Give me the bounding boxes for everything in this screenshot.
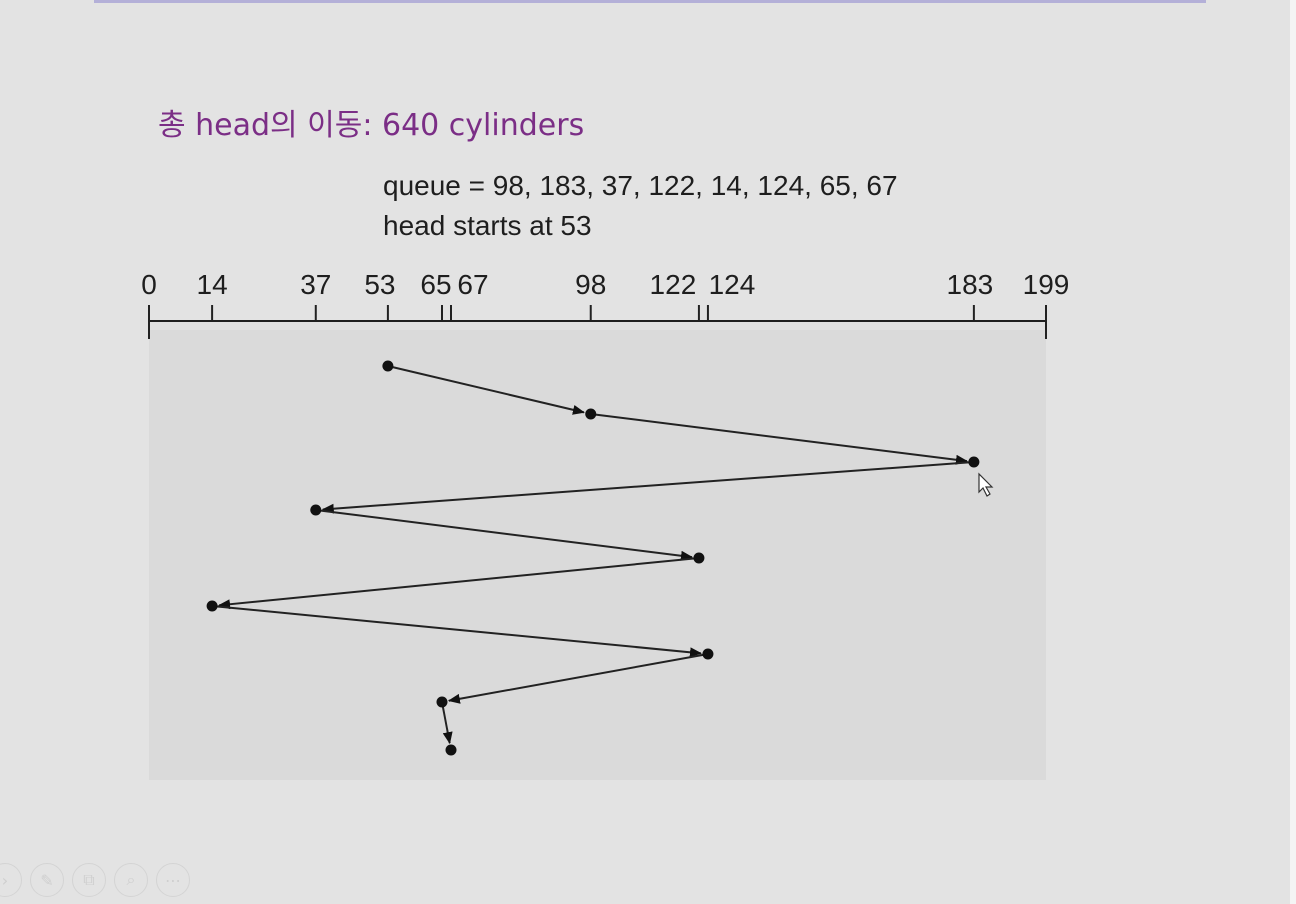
axis-tick-label-37: 37 bbox=[300, 269, 331, 300]
more-icon[interactable]: ⋯ bbox=[156, 863, 190, 897]
axis-tick-label-14: 14 bbox=[197, 269, 228, 300]
queue-line: queue = 98, 183, 37, 122, 14, 124, 65, 6… bbox=[383, 170, 898, 201]
head-move-arrow-37-to-122 bbox=[315, 509, 693, 561]
diagram-background bbox=[149, 330, 1046, 780]
head-move-arrow-183-to-37 bbox=[321, 461, 974, 514]
head-start-line: head starts at 53 bbox=[383, 210, 592, 241]
head-position-point-53 bbox=[382, 360, 394, 372]
axis-tick-label-65: 65 bbox=[420, 269, 451, 300]
head-move-arrow-14-to-124 bbox=[212, 605, 702, 658]
copy-icon[interactable]: ⧉ bbox=[72, 863, 106, 897]
mouse-cursor-icon bbox=[978, 472, 994, 497]
head-move-arrow-65-to-67 bbox=[441, 701, 453, 745]
head-position-point-183 bbox=[968, 456, 980, 468]
slide-heading: 총 head의 이동: 640 cylinders bbox=[158, 108, 585, 143]
head-move-arrow-124-to-65 bbox=[447, 653, 709, 704]
head-position-point-14 bbox=[206, 600, 218, 612]
head-move-arrow-122-to-14 bbox=[218, 557, 700, 610]
head-position-point-124 bbox=[702, 648, 714, 660]
axis-tick-label-98: 98 bbox=[575, 269, 606, 300]
head-move-arrow-98-to-183 bbox=[590, 413, 968, 465]
axis-tick-label-67: 67 bbox=[457, 269, 488, 300]
window-edge bbox=[1290, 0, 1296, 904]
head-move-arrow-53-to-98 bbox=[387, 365, 585, 415]
head-position-point-37 bbox=[310, 504, 322, 516]
zoom-icon[interactable]: ⌕ bbox=[114, 863, 148, 897]
axis-tick-label-183: 183 bbox=[947, 269, 994, 300]
axis-tick-label-199: 199 bbox=[1023, 269, 1070, 300]
pen-icon[interactable]: ✎ bbox=[30, 863, 64, 897]
head-position-point-65 bbox=[436, 696, 448, 708]
slide-top-bar bbox=[94, 0, 1206, 3]
back-icon[interactable]: › bbox=[0, 863, 22, 897]
head-position-point-67 bbox=[445, 744, 457, 756]
head-position-point-98 bbox=[585, 408, 597, 420]
axis-tick-label-53: 53 bbox=[364, 269, 395, 300]
presentation-toolbar: › ✎ ⧉ ⌕ ⋯ bbox=[0, 860, 190, 900]
axis-tick-label-124: 124 bbox=[709, 269, 756, 300]
axis-tick-label-122: 122 bbox=[650, 269, 697, 300]
head-position-point-122 bbox=[693, 552, 705, 564]
axis-tick-label-0: 0 bbox=[141, 269, 157, 300]
